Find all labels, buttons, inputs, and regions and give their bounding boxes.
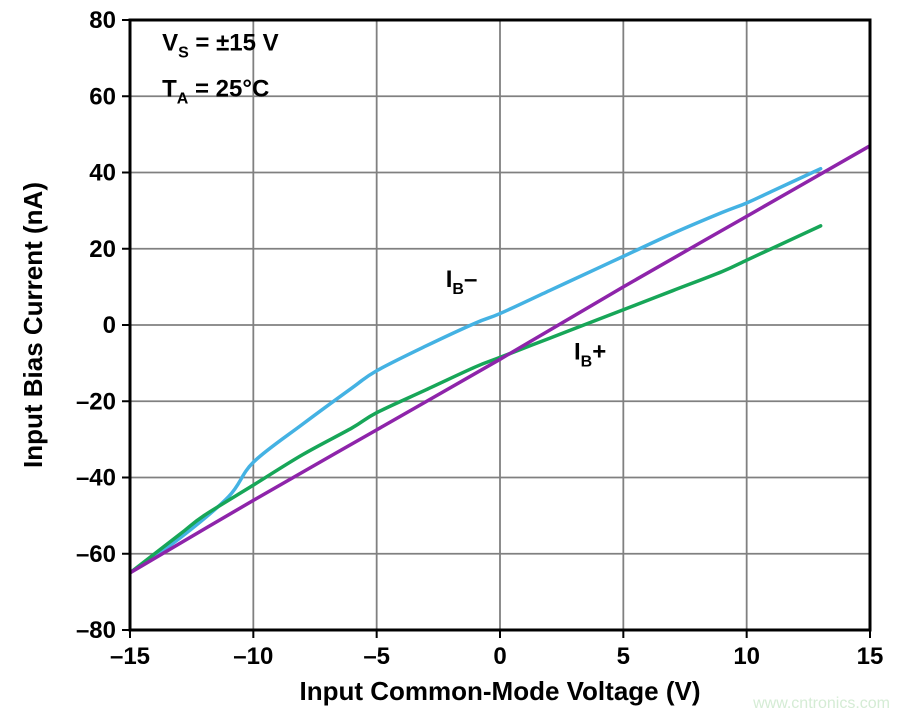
- y-tick-label: 80: [89, 7, 116, 34]
- line-chart: –15 –10 –5 0 5 10 15 –80 –60 –40 –20 0 20 40 60 80 Input…: [0, 0, 900, 719]
- x-tick-label: 0: [493, 643, 506, 670]
- x-tick-label: 10: [733, 643, 760, 670]
- chart-root: –15 –10 –5 0 5 10 15 –80 –60 –40 –20 0 20 40 60 80 Input…: [0, 0, 900, 719]
- y-tick-label: 0: [103, 312, 116, 339]
- y-tick-label: –80: [76, 617, 116, 644]
- watermark: www.cntronics.com: [753, 695, 890, 713]
- x-axis-title: Input Common-Mode Voltage (V): [299, 676, 700, 706]
- y-axis-title: Input Bias Current (nA): [18, 182, 48, 468]
- x-tick-label: 5: [617, 643, 630, 670]
- y-tick-label: –20: [76, 388, 116, 415]
- y-tick-label: 40: [89, 160, 116, 187]
- y-tick-label: –60: [76, 541, 116, 568]
- y-tick-label: 60: [89, 83, 116, 110]
- x-tick-label: –15: [110, 643, 150, 670]
- x-tick-label: 15: [857, 643, 884, 670]
- y-tick-label: –40: [76, 465, 116, 492]
- y-tick-label: 20: [89, 236, 116, 263]
- x-tick-label: –10: [233, 643, 273, 670]
- x-tick-label: –5: [363, 643, 390, 670]
